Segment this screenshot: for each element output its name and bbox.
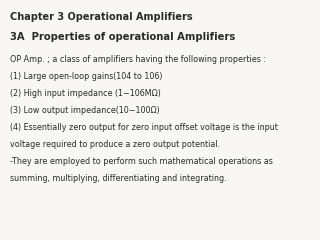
Text: voltage required to produce a zero output potential.: voltage required to produce a zero outpu… [10, 140, 220, 149]
Text: -They are employed to perform such mathematical operations as: -They are employed to perform such mathe… [10, 157, 273, 166]
Text: summing, multiplying, differentiating and integrating.: summing, multiplying, differentiating an… [10, 174, 227, 183]
Text: (1) Large open-loop gains(104 to 106): (1) Large open-loop gains(104 to 106) [10, 72, 163, 81]
Text: OP Amp. ; a class of amplifiers having the following properties :: OP Amp. ; a class of amplifiers having t… [10, 55, 266, 64]
Text: (2) High input impedance (1−106MΩ): (2) High input impedance (1−106MΩ) [10, 89, 161, 98]
Text: Chapter 3 Operational Amplifiers: Chapter 3 Operational Amplifiers [10, 12, 193, 22]
Text: 3A  Properties of operational Amplifiers: 3A Properties of operational Amplifiers [10, 32, 235, 42]
Text: (3) Low output impedance(10−100Ω): (3) Low output impedance(10−100Ω) [10, 106, 160, 115]
Text: (4) Essentially zero output for zero input offset voltage is the input: (4) Essentially zero output for zero inp… [10, 123, 278, 132]
